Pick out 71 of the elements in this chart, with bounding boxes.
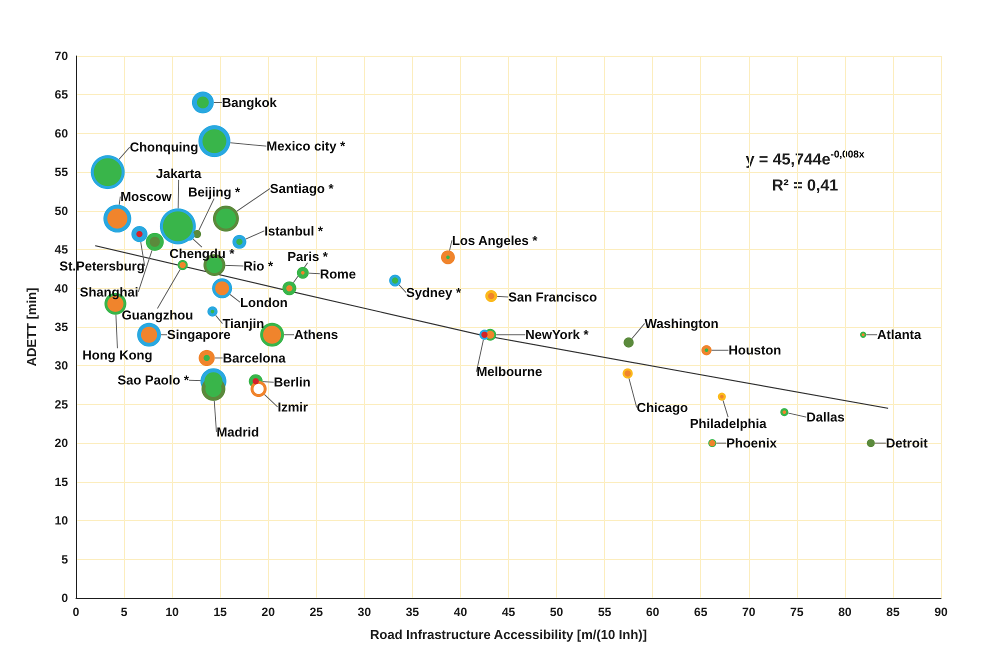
x-tick-label: 0 bbox=[72, 605, 80, 619]
x-tick-label: 45 bbox=[502, 605, 516, 619]
data-label: Rome bbox=[320, 266, 356, 282]
x-tick-label: 80 bbox=[838, 605, 852, 619]
x-tick-label: 10 bbox=[165, 605, 180, 619]
data-label: Bangkok bbox=[222, 94, 278, 110]
data-label: Guangzhou bbox=[122, 308, 194, 323]
x-tick-label: 25 bbox=[310, 605, 324, 619]
data-label: Barcelona bbox=[222, 350, 286, 366]
y-tick-label: 15 bbox=[54, 474, 68, 489]
data-label: Washington bbox=[644, 316, 719, 331]
x-tick-label: 50 bbox=[550, 605, 564, 619]
data-label: Madrid bbox=[216, 424, 260, 440]
data-label: Rio * bbox=[243, 258, 274, 274]
data-label: Dallas bbox=[806, 410, 845, 425]
data-label: Moscow bbox=[120, 189, 172, 204]
data-label: Phoenix bbox=[726, 436, 778, 451]
y-tick-label: 60 bbox=[54, 126, 68, 140]
x-tick-label: 70 bbox=[742, 605, 756, 619]
data-label: Chengdu * bbox=[169, 246, 236, 262]
data-label: London bbox=[240, 294, 288, 310]
x-tick-label: 60 bbox=[646, 605, 660, 619]
data-label: Philadelphia bbox=[690, 416, 768, 432]
data-label: Detroit bbox=[886, 436, 928, 451]
data-label: San Francisco bbox=[508, 290, 598, 305]
x-tick-label: 20 bbox=[262, 605, 276, 619]
data-label: Sydney * bbox=[406, 285, 462, 300]
x-tick-label: 40 bbox=[454, 605, 468, 619]
data-label: Chonquing bbox=[130, 140, 198, 155]
y-tick-label: 55 bbox=[54, 165, 68, 180]
x-tick-label: 5 bbox=[120, 605, 128, 619]
y-tick-label: 30 bbox=[54, 358, 68, 373]
x-tick-label: 90 bbox=[934, 605, 948, 619]
data-label: Sao Paolo * bbox=[117, 372, 190, 388]
x-tick-label: 75 bbox=[790, 605, 804, 619]
y-tick-label: 40 bbox=[54, 281, 68, 296]
data-label: Santiago * bbox=[270, 181, 334, 196]
data-label: Jakarta bbox=[156, 166, 202, 181]
data-label: Mexico city * bbox=[266, 138, 346, 154]
y-tick-label: 0 bbox=[61, 591, 68, 605]
y-tick-label: 45 bbox=[54, 242, 68, 257]
y-tick-label: 65 bbox=[54, 88, 68, 102]
x-tick-label: 65 bbox=[694, 605, 708, 619]
x-axis-title: Road Infrastructure Accessibility [m/(10 Inh)] bbox=[370, 627, 647, 642]
y-tick-label: 35 bbox=[54, 320, 68, 334]
data-label: Istanbul * bbox=[264, 223, 324, 238]
data-label: Houston bbox=[728, 342, 782, 358]
data-label: Athens bbox=[294, 327, 338, 342]
y-axis-title: ADETT [min] bbox=[24, 288, 39, 366]
y-tick-label: 25 bbox=[54, 397, 68, 412]
data-label: NewYork * bbox=[525, 327, 590, 342]
data-label: Hong Kong bbox=[82, 347, 152, 362]
x-tick-label: 30 bbox=[358, 605, 372, 619]
data-label: Chicago bbox=[636, 400, 688, 415]
data-label: Melbourne bbox=[476, 364, 542, 380]
data-label: Berlin bbox=[274, 374, 311, 390]
x-tick-label: 15 bbox=[213, 605, 228, 619]
y-tick-label: 70 bbox=[54, 49, 68, 63]
x-tick-label: 35 bbox=[406, 605, 420, 619]
data-label: Shanghai bbox=[80, 284, 138, 300]
x-tick-label: 85 bbox=[886, 605, 900, 619]
data-label: Los Angeles * bbox=[452, 232, 538, 248]
y-tick-label: 50 bbox=[54, 204, 68, 218]
data-label: Beijing * bbox=[188, 184, 242, 200]
data-label: Paris * bbox=[287, 248, 329, 264]
data-label: Atlanta bbox=[877, 327, 922, 342]
y-tick-label: 10 bbox=[54, 514, 68, 528]
y-tick-label: 20 bbox=[54, 436, 68, 450]
x-tick-label: 55 bbox=[598, 605, 612, 619]
y-tick-label: 5 bbox=[61, 552, 68, 566]
data-label: Izmir bbox=[278, 399, 308, 414]
